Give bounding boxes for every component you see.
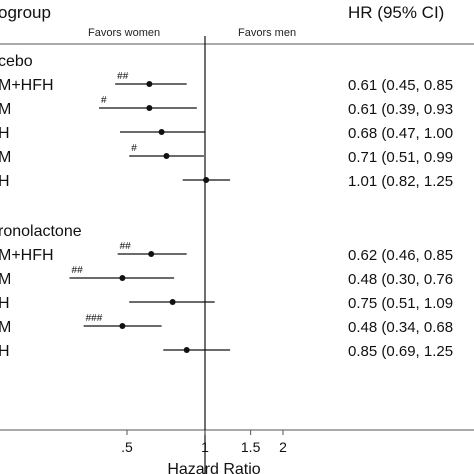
favors-women-label: Favors women	[88, 27, 160, 39]
row-label: H	[0, 295, 10, 312]
hr-ci-value: 0.61 (0.39, 0.93	[348, 101, 453, 118]
hr-point	[119, 323, 126, 329]
hr-ci-value: 0.85 (0.69, 1.25	[348, 343, 453, 360]
hr-point	[146, 105, 153, 111]
hr-point	[163, 153, 170, 159]
row-label: H	[0, 173, 10, 190]
hr-point	[183, 347, 190, 353]
x-tick-label: .5	[121, 439, 133, 455]
hr-ci-value: 0.61 (0.45, 0.85	[348, 77, 453, 94]
row-label: M	[0, 271, 11, 288]
hr-point	[158, 129, 165, 135]
significance-mark: ##	[117, 71, 129, 82]
hr-point	[203, 177, 210, 183]
x-tick-label: 1	[201, 439, 209, 455]
hr-ci-value: 0.68 (0.47, 1.00	[348, 125, 453, 142]
subgroup-header: ogroup	[0, 3, 51, 22]
hr-ci-value: 1.01 (0.82, 1.25	[348, 173, 453, 190]
row-label: M	[0, 319, 11, 336]
x-tick-label: 1.5	[241, 439, 261, 455]
significance-mark: ##	[72, 265, 84, 276]
hr-point	[119, 275, 126, 281]
row-label: M+HFH	[0, 77, 54, 94]
hr-ci-value: 0.75 (0.51, 1.09	[348, 295, 453, 312]
x-axis-label: Hazard Ratio	[167, 461, 260, 474]
hr-point	[146, 81, 153, 87]
significance-mark: #	[101, 95, 107, 106]
hr-ci-value: 0.48 (0.30, 0.76	[348, 271, 453, 288]
hr-ci-header: HR (95% CI)	[348, 3, 444, 22]
significance-mark: #	[131, 143, 137, 154]
hr-ci-value: 0.62 (0.46, 0.85	[348, 247, 453, 264]
hr-ci-value: 0.48 (0.34, 0.68	[348, 319, 453, 336]
row-label: M	[0, 101, 11, 118]
significance-mark: ###	[86, 313, 103, 324]
group-label: cebo	[0, 53, 33, 70]
row-label: H	[0, 343, 10, 360]
significance-mark: ##	[120, 241, 132, 252]
favors-men-label: Favors men	[238, 27, 296, 39]
forest-marks: cebo M+HFH ## 0.61 (0.45, 0.85 M #0.61 (0.39,…	[0, 53, 453, 455]
x-tick-label: 2	[279, 439, 287, 455]
hr-point	[148, 251, 155, 257]
hr-point	[169, 299, 176, 305]
group-label: ronolactone	[0, 223, 82, 240]
row-label: M	[0, 149, 11, 166]
row-label: M+HFH	[0, 247, 54, 264]
hr-ci-value: 0.71 (0.51, 0.99	[348, 149, 453, 166]
row-label: H	[0, 125, 10, 142]
